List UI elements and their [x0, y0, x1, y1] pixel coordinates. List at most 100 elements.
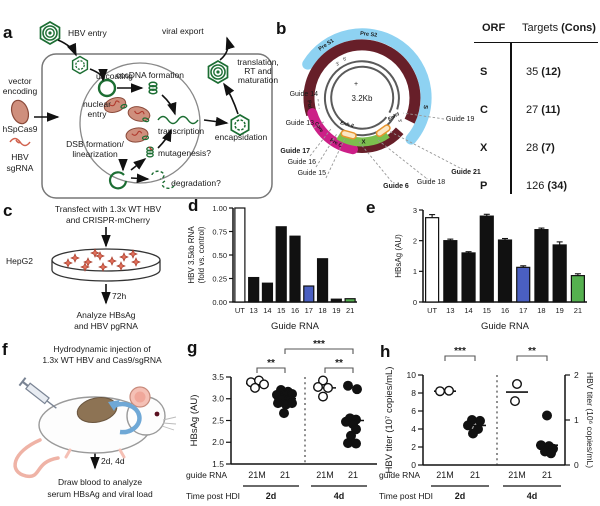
- ring-label: Pre S2: [360, 31, 378, 39]
- filled-data-point: [342, 438, 353, 449]
- x-tick-label: 18: [537, 306, 545, 315]
- x-axis-title: Guide RNA: [481, 321, 530, 332]
- guide-label-guide-16: Guide 16: [288, 159, 317, 166]
- panel-label-f: f: [2, 340, 8, 359]
- guide-leader-line: [403, 112, 445, 120]
- y-tick-label: 0: [411, 460, 416, 470]
- dna-strand-outer: [323, 60, 400, 137]
- nucleus-outline: [79, 62, 201, 184]
- open-data-point: [511, 379, 522, 390]
- ring-pol-2: [356, 127, 404, 153]
- panel-label-g: g: [187, 338, 198, 357]
- bar-18: [316, 258, 329, 303]
- significance-stars: **: [528, 346, 536, 357]
- x-tick-label: 21: [346, 306, 354, 315]
- guide-label-guide-6: Guide 6: [383, 183, 409, 190]
- x-tick-label: 13: [446, 306, 454, 315]
- minichromosome-icon: [148, 81, 158, 95]
- strand-end-label: 3': [335, 61, 341, 67]
- bar-19: [552, 244, 567, 303]
- analyze-label-2: and HBV pgRNA: [74, 321, 138, 331]
- circulation-arrow-icon: [113, 401, 142, 435]
- enhancer-box: [340, 129, 357, 140]
- ring-label: X: [361, 139, 365, 145]
- hbsag-bar-chart: 0 1 2 3 UT 13 14 15 16 17 18 19 21 Guide RNA HBsAg (AU…: [394, 206, 587, 332]
- cccdna-ring-icon: [97, 78, 117, 98]
- y-tick-label: 0.75: [212, 227, 227, 236]
- vector-label-2: encoding: [3, 86, 38, 96]
- y-tick-label: 2.5: [212, 415, 224, 425]
- bar-16: [289, 235, 301, 303]
- table-header: ORF Targets (Cons): [474, 22, 598, 43]
- syringe-icon: [18, 377, 57, 409]
- hdi-title-2: 1.3x WT HBV and Cas9/sgRNA: [42, 355, 162, 365]
- hdi-duration-label: 2d, 4d: [101, 456, 125, 466]
- sgrna-label-2: sgRNA: [7, 163, 34, 173]
- cell-outline: [41, 53, 273, 199]
- guide-group-label: 21: [280, 470, 290, 480]
- filled-data-point: [462, 420, 473, 431]
- transfect-title-2: and CRISPR-mCherry: [66, 215, 151, 225]
- guide-label-guide-15: Guide 15: [298, 170, 327, 177]
- plus-strand-label: +: [354, 81, 358, 88]
- guide-leader-line: [325, 138, 346, 179]
- mutated-dna-icon: [146, 146, 154, 158]
- x-tick-label: UT: [235, 306, 245, 315]
- flow-arrows: [34, 36, 239, 184]
- transfection-workflow: Transfect with 1.3x WT HBV and CRISPR-mC…: [6, 204, 161, 331]
- filled-data-point: [350, 438, 361, 449]
- filled-data-point: [474, 415, 485, 426]
- significance-stars: ***: [454, 346, 466, 357]
- panel-label-d: d: [188, 196, 199, 215]
- strand-end-label: 3': [397, 118, 403, 123]
- guide-label-guide-13: Guide 13: [286, 120, 315, 127]
- nuclear-entry-label-2: entry: [88, 109, 108, 119]
- right-y-axis-title: HBV titer (10⁶ copies/mL): [585, 372, 595, 468]
- timepoint-label: 4d: [527, 491, 538, 501]
- filled-data-point: [545, 448, 556, 459]
- guide-group-label: 21: [542, 470, 552, 480]
- x-tick-label: 19: [555, 306, 563, 315]
- hbv-lifecycle-diagram: HBV entry viral export uncoating cccDNA …: [3, 21, 279, 199]
- linear-dna-icon: [108, 171, 128, 190]
- cccdna-formation-label: cccDNA formation: [116, 70, 184, 80]
- nuclear-entry-label-1: nuclear: [83, 99, 111, 109]
- significance-bracket: [324, 367, 354, 373]
- bar-16: [497, 239, 513, 303]
- guide-group-label: 21M: [436, 470, 454, 480]
- bar-19: [330, 298, 342, 303]
- significance-stars: **: [335, 358, 343, 369]
- filled-data-point: [351, 384, 362, 395]
- open-data-point: [317, 375, 328, 386]
- vector-label-1: vector: [8, 76, 31, 86]
- pgrna-wave-icon: [157, 115, 199, 125]
- duration-label: 72h: [112, 291, 126, 301]
- y-axis-title: HBV 3.5kb RNA: [187, 226, 196, 284]
- panel-label-b: b: [276, 19, 287, 38]
- table-row: S 35 (12): [480, 66, 561, 78]
- hbv-virion-icon: [39, 21, 61, 45]
- ring-x-orf: [336, 130, 390, 147]
- guide-group-label: 21M: [508, 470, 526, 480]
- dna-strand-inner: [330, 65, 395, 130]
- open-data-point: [435, 386, 446, 397]
- x-tick-label: 14: [464, 306, 472, 315]
- hbv-titer-scatter: 0 2 4 6 8 10 0 1 2 HBV titer (10⁶ copies/mL) 21M 21…: [379, 346, 595, 501]
- genome-size-label: 3.2Kb: [352, 94, 373, 103]
- filled-data-point: [350, 424, 361, 435]
- panel-label-a: a: [3, 23, 13, 42]
- x-tick-label: 19: [332, 306, 340, 315]
- guide-leader-line: [313, 120, 325, 129]
- y-axis-title: HBsAg (AU): [189, 395, 200, 447]
- bar-15: [275, 226, 287, 303]
- panel-label-c: c: [3, 201, 13, 220]
- bar-21: [344, 298, 356, 303]
- table-divider: [510, 42, 512, 194]
- hdi-workflow: Hydrodynamic injection of 1.3x WT HBV an…: [13, 344, 177, 499]
- cas9-protein-icon: [10, 99, 30, 125]
- orf-targets-table: ORF Targets (Cons) S 35 (12) C 27 (11) X 28…: [468, 8, 600, 198]
- chromatin-icon: [124, 125, 150, 145]
- encapsidation-label: encapsidation: [215, 132, 268, 142]
- time-post-hdi-row-label: Time post HDI: [379, 491, 433, 501]
- y-tick-label: 3.0: [212, 394, 224, 404]
